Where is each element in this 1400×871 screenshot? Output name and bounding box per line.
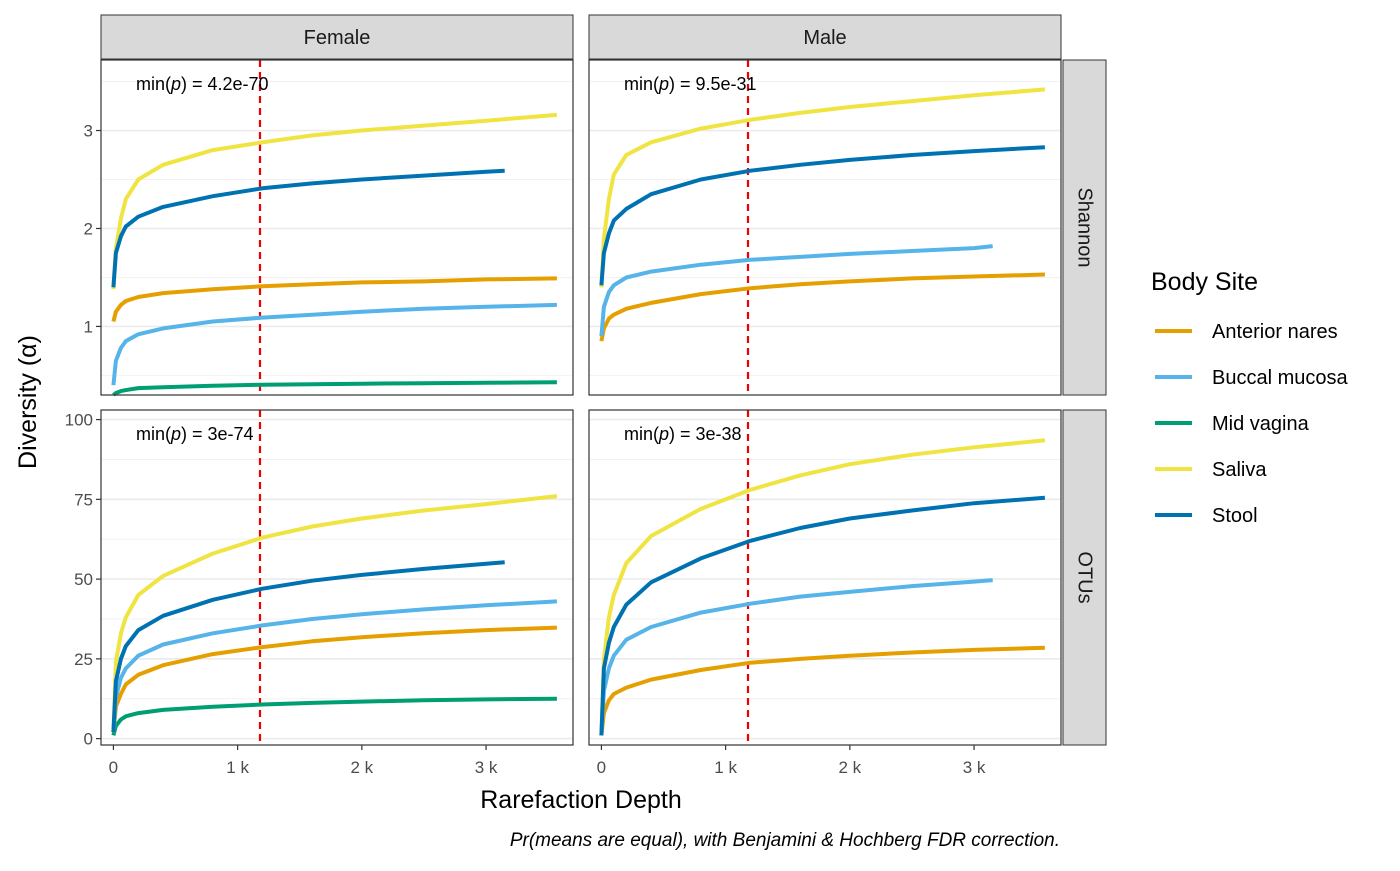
series-line-saliva — [111, 494, 558, 733]
y-tick-label: 75 — [74, 490, 93, 509]
legend-title: Body Site — [1151, 268, 1258, 296]
y-tick-label: 50 — [74, 570, 93, 589]
facet-strip-male — [588, 14, 1062, 60]
facet-label-male: Male — [803, 27, 846, 49]
series-line-saliva — [111, 112, 558, 290]
series-line-buccal-mucosa — [111, 302, 557, 386]
p-value-annotation: min(p) = 9.5e-31 — [624, 74, 757, 94]
series-line-buccal-mucosa — [599, 578, 993, 736]
legend-label-buccal-mucosa: Buccal mucosa — [1212, 367, 1348, 389]
series-line-saliva — [599, 438, 1046, 736]
series-line-stool — [599, 145, 1046, 286]
series-line-stool — [599, 495, 1046, 736]
x-tick-label: 3 k — [963, 758, 986, 777]
y-tick-label: 3 — [84, 122, 93, 141]
series-line-anterior-nares — [111, 625, 557, 733]
panel-border-female-otus — [100, 409, 574, 746]
x-tick-label: 3 k — [475, 758, 498, 777]
series-line-buccal-mucosa — [111, 599, 558, 733]
panel-border-male-otus — [588, 409, 1062, 746]
x-tick-label: 2 k — [838, 758, 861, 777]
y-axis-title: Diversity (α) — [14, 335, 42, 469]
series-line-anterior-nares — [599, 645, 1045, 736]
x-tick-label: 1 k — [714, 758, 737, 777]
panel-border-male-shannon — [588, 59, 1062, 396]
x-tick-label: 2 k — [350, 758, 373, 777]
legend-label-stool: Stool — [1212, 505, 1258, 527]
panel-background-male-otus — [589, 410, 1061, 745]
y-tick-label: 25 — [74, 650, 93, 669]
x-tick-label: 0 — [597, 758, 606, 777]
series-line-mid-vagina — [111, 696, 557, 736]
facet-strip-otus — [1062, 409, 1107, 746]
series-line-anterior-nares — [599, 272, 1045, 342]
y-tick-label: 0 — [84, 730, 93, 749]
facet-strip-female — [100, 14, 574, 60]
legend-label-anterior-nares: Anterior nares — [1212, 321, 1338, 343]
y-tick-label: 100 — [65, 411, 93, 430]
y-tick-label: 1 — [84, 317, 93, 336]
panel-background-female-shannon — [101, 60, 573, 395]
facet-label-otus: OTUs — [1074, 551, 1096, 603]
p-value-annotation: min(p) = 4.2e-70 — [136, 74, 269, 94]
p-value-annotation: min(p) = 3e-38 — [624, 424, 742, 444]
series-line-anterior-nares — [111, 276, 557, 322]
series-line-saliva — [599, 87, 1046, 288]
caption: Pr(means are equal), with Benjamini & Ho… — [510, 830, 1060, 851]
x-tick-label: 1 k — [226, 758, 249, 777]
series-line-stool — [111, 560, 505, 733]
panel-border-female-shannon — [100, 59, 574, 396]
x-tick-label: 0 — [109, 758, 118, 777]
facet-strip-shannon — [1062, 59, 1107, 396]
panel-background-male-shannon — [589, 60, 1061, 395]
p-value-annotation: min(p) = 3e-74 — [136, 424, 254, 444]
series-line-mid-vagina — [112, 380, 557, 397]
legend-label-mid-vagina: Mid vagina — [1212, 413, 1310, 435]
facet-label-shannon: Shannon — [1074, 187, 1096, 267]
y-tick-label: 2 — [84, 219, 93, 238]
series-line-buccal-mucosa — [599, 244, 993, 337]
facet-label-female: Female — [304, 27, 371, 49]
series-line-stool — [111, 168, 505, 288]
legend-label-saliva: Saliva — [1212, 459, 1267, 481]
x-axis-title: Rarefaction Depth — [480, 786, 682, 814]
